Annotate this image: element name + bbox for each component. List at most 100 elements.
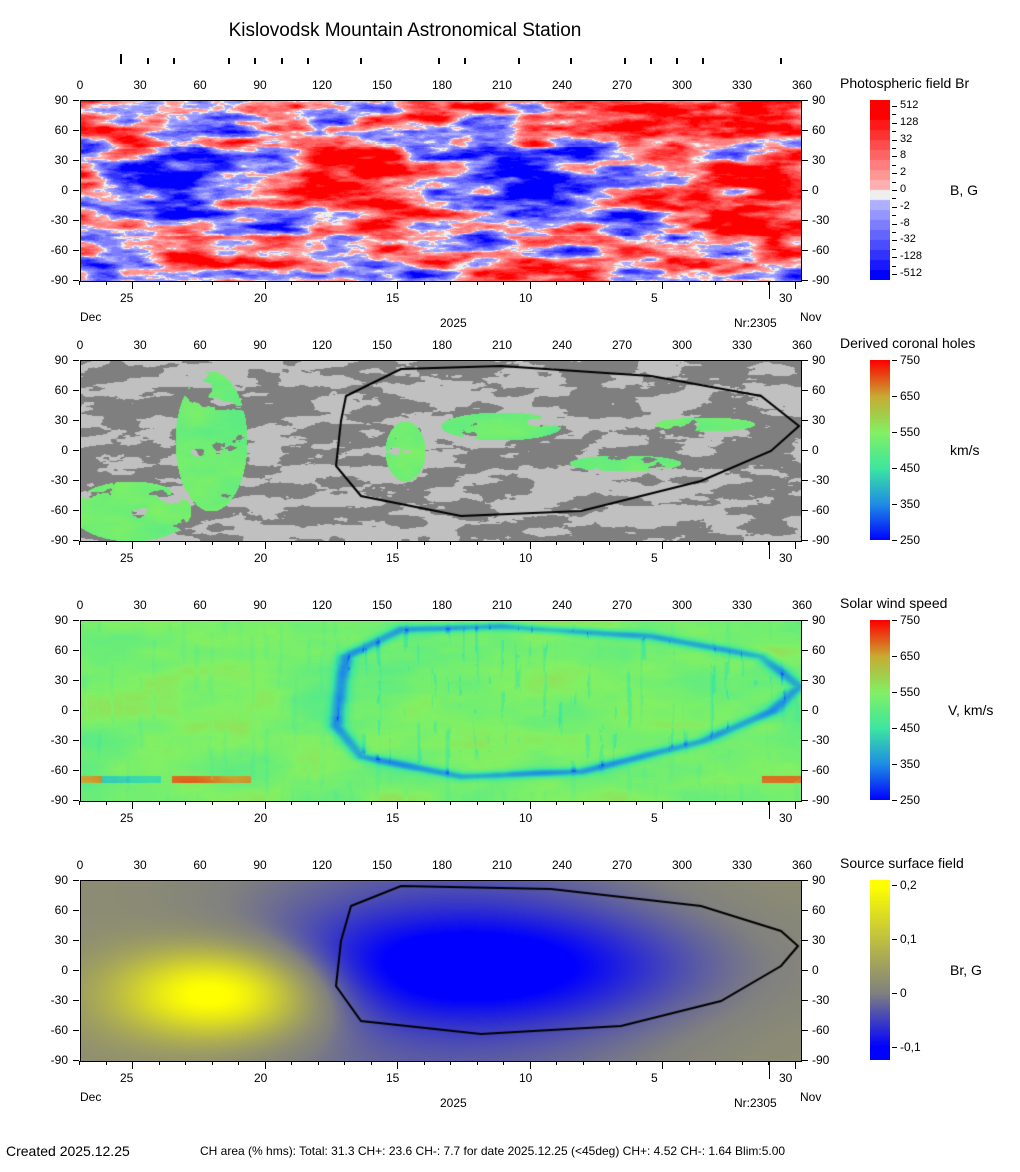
colorbar-tick <box>892 1046 897 1048</box>
month-left-label: Dec <box>80 1090 102 1104</box>
date-tick-label: 15 <box>386 551 400 565</box>
date-tick <box>291 1061 292 1065</box>
lat-tick-right <box>802 130 808 131</box>
colorbar-tick-label: 650 <box>900 649 921 663</box>
colorbar <box>870 100 890 280</box>
date-tick-label: 5 <box>651 291 658 305</box>
colorbar-tick <box>892 885 897 887</box>
lat-tick-label: -90 <box>50 793 68 807</box>
lat-tick-right <box>802 160 808 161</box>
date-tick <box>768 281 769 285</box>
colorbar-tick-label: -32 <box>900 233 916 246</box>
lat-tick <box>73 420 79 421</box>
top-mark <box>464 58 466 64</box>
date-tick-label: 30 <box>779 811 793 825</box>
date-tick-label: 30 <box>779 551 793 565</box>
colorbar-tick-label: 512 <box>900 99 919 111</box>
date-tick <box>662 801 663 809</box>
date-tick <box>741 801 743 805</box>
date-tick <box>317 281 319 285</box>
colorbar-tick <box>892 173 897 175</box>
lat-tick-label-right: 30 <box>812 933 826 947</box>
lat-tick-label: 60 <box>54 903 68 917</box>
date-tick <box>370 541 372 545</box>
lon-tick-label: 150 <box>372 858 393 872</box>
colorbar-minor-tick <box>892 248 896 250</box>
colorbar-tick-label: 350 <box>900 757 921 771</box>
lat-tick-label: 0 <box>61 183 68 197</box>
lon-tick-label: 270 <box>612 338 633 352</box>
lat-tick-right <box>802 910 808 911</box>
colorbar-tick-label: -0,1 <box>900 1039 921 1054</box>
colorbar-tick-label: 450 <box>900 721 921 735</box>
date-tick <box>238 801 239 805</box>
lat-tick-label: 0 <box>61 963 68 977</box>
lat-tick-right <box>802 360 808 361</box>
date-tick <box>423 281 425 285</box>
date-tick <box>158 541 160 545</box>
date-tick <box>768 1061 769 1065</box>
lon-tick-label: 300 <box>672 338 693 352</box>
lat-tick <box>73 650 79 651</box>
lat-tick <box>73 250 79 251</box>
lat-tick-label-right: -30 <box>812 473 830 487</box>
lon-tick-label: 30 <box>133 598 147 612</box>
date-tick <box>158 801 160 805</box>
lat-tick <box>73 540 79 541</box>
lat-tick-label: -30 <box>50 473 68 487</box>
date-tick <box>662 1061 663 1069</box>
lat-tick-right <box>802 1060 808 1061</box>
colorbar-minor-tick <box>892 198 896 200</box>
date-tick <box>397 541 398 549</box>
date-tick <box>795 281 796 289</box>
date-tick <box>317 801 319 805</box>
lat-tick-label-right: -60 <box>812 503 830 517</box>
colorbar-tick <box>892 156 897 158</box>
colorbar-tick-label: 550 <box>900 685 921 699</box>
date-tick <box>291 281 292 285</box>
colorbar-tick <box>892 656 897 657</box>
lat-tick <box>73 280 79 281</box>
date-tick <box>715 1061 716 1065</box>
date-tick <box>635 1061 637 1065</box>
lat-tick-label: -90 <box>50 273 68 287</box>
date-tick <box>344 801 345 805</box>
date-tick <box>317 1061 319 1065</box>
top-mark <box>307 58 309 64</box>
lat-tick <box>73 1060 79 1061</box>
month-right-label: Nov <box>800 310 822 324</box>
lon-tick-label: 210 <box>492 598 513 612</box>
top-mark <box>676 58 678 64</box>
date-tick-label: 30 <box>779 291 793 305</box>
lon-tick-label: 0 <box>76 338 84 352</box>
lat-tick <box>73 510 79 511</box>
colorbar-title: Photospheric field Br <box>840 75 970 91</box>
lon-tick-label: 240 <box>552 858 573 872</box>
lat-tick-label-right: -60 <box>812 243 830 257</box>
date-tick <box>397 801 398 809</box>
lon-tick-label: 300 <box>672 78 693 92</box>
date-tick-label: 20 <box>254 551 268 565</box>
lat-tick-label: -30 <box>50 213 68 227</box>
date-tick-label: 5 <box>651 811 658 825</box>
date-tick <box>768 541 769 545</box>
top-mark <box>624 58 626 64</box>
lat-tick <box>73 480 79 481</box>
colorbar-tick <box>892 139 897 141</box>
date-tick <box>264 1061 266 1069</box>
colorbar-minor-tick <box>892 265 896 267</box>
lat-tick-right <box>802 540 808 541</box>
month-right-label: Nov <box>800 1090 822 1104</box>
date-tick-label: 25 <box>120 291 134 305</box>
date-tick <box>291 801 292 805</box>
lon-tick-label: 360 <box>792 78 813 92</box>
lat-tick <box>73 910 79 911</box>
colorbar-tick <box>892 122 897 124</box>
date-tick <box>132 801 133 809</box>
date-tick <box>450 801 451 805</box>
date-tick <box>503 541 504 545</box>
date-tick <box>662 541 663 549</box>
lat-tick-right <box>802 740 808 741</box>
lat-tick <box>73 130 79 131</box>
lat-tick-label: 60 <box>54 123 68 137</box>
